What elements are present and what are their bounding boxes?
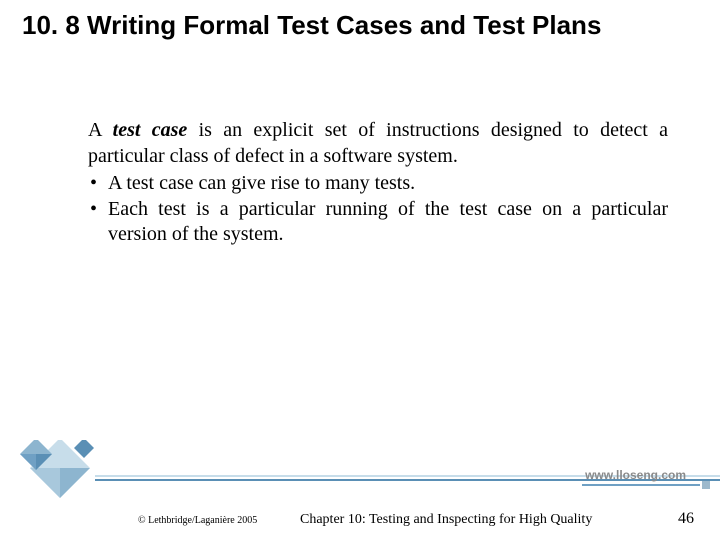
- bullet-list: A test case can give rise to many tests.…: [88, 171, 668, 248]
- chapter-text: Chapter 10: Testing and Inspecting for H…: [300, 512, 592, 528]
- url-underline: [582, 484, 700, 486]
- slide: 10. 8 Writing Formal Test Cases and Test…: [0, 0, 720, 540]
- slide-title: 10. 8 Writing Formal Test Cases and Test…: [22, 10, 698, 41]
- copyright-text: © Lethbridge/Laganière 2005: [138, 515, 257, 526]
- footer: © Lethbridge/Laganière 2005 Chapter 10: …: [0, 502, 720, 540]
- lead-emph: test case: [113, 119, 188, 141]
- slide-body: A test case is an explicit set of instru…: [88, 118, 668, 248]
- website-url: www.lloseng.com: [585, 468, 686, 482]
- bullet-item: Each test is a particular running of the…: [108, 197, 668, 248]
- page-number: 46: [678, 510, 694, 528]
- lead-prefix: A: [88, 119, 113, 141]
- lead-paragraph: A test case is an explicit set of instru…: [88, 118, 668, 169]
- bullet-item: A test case can give rise to many tests.: [108, 171, 668, 197]
